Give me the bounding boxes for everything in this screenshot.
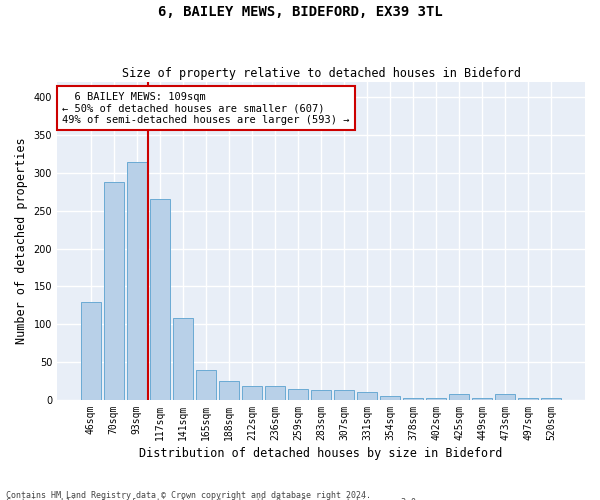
Text: 6, BAILEY MEWS, BIDEFORD, EX39 3TL: 6, BAILEY MEWS, BIDEFORD, EX39 3TL	[158, 5, 442, 19]
Bar	[173, 318, 193, 400]
Bar	[196, 370, 216, 400]
Bar	[518, 398, 538, 400]
Text: Contains public sector information licensed under the Open Government Licence v3: Contains public sector information licen…	[6, 498, 421, 500]
Bar	[472, 398, 492, 400]
Bar	[242, 386, 262, 400]
Bar	[496, 394, 515, 400]
Text: Contains HM Land Registry data © Crown copyright and database right 2024.: Contains HM Land Registry data © Crown c…	[6, 490, 371, 500]
Bar	[334, 390, 354, 400]
Bar	[127, 162, 146, 400]
Bar	[427, 398, 446, 400]
Bar	[403, 398, 423, 400]
Bar	[81, 302, 101, 400]
Bar	[357, 392, 377, 400]
Bar	[265, 386, 285, 400]
X-axis label: Distribution of detached houses by size in Bideford: Distribution of detached houses by size …	[139, 447, 503, 460]
Text: 6 BAILEY MEWS: 109sqm  
← 50% of detached houses are smaller (607)
49% of semi-d: 6 BAILEY MEWS: 109sqm ← 50% of detached …	[62, 92, 350, 125]
Bar	[380, 396, 400, 400]
Bar	[541, 398, 561, 400]
Bar	[288, 388, 308, 400]
Bar	[311, 390, 331, 400]
Bar	[150, 200, 170, 400]
Bar	[219, 381, 239, 400]
Y-axis label: Number of detached properties: Number of detached properties	[15, 138, 28, 344]
Bar	[104, 182, 124, 400]
Title: Size of property relative to detached houses in Bideford: Size of property relative to detached ho…	[122, 66, 521, 80]
Bar	[449, 394, 469, 400]
